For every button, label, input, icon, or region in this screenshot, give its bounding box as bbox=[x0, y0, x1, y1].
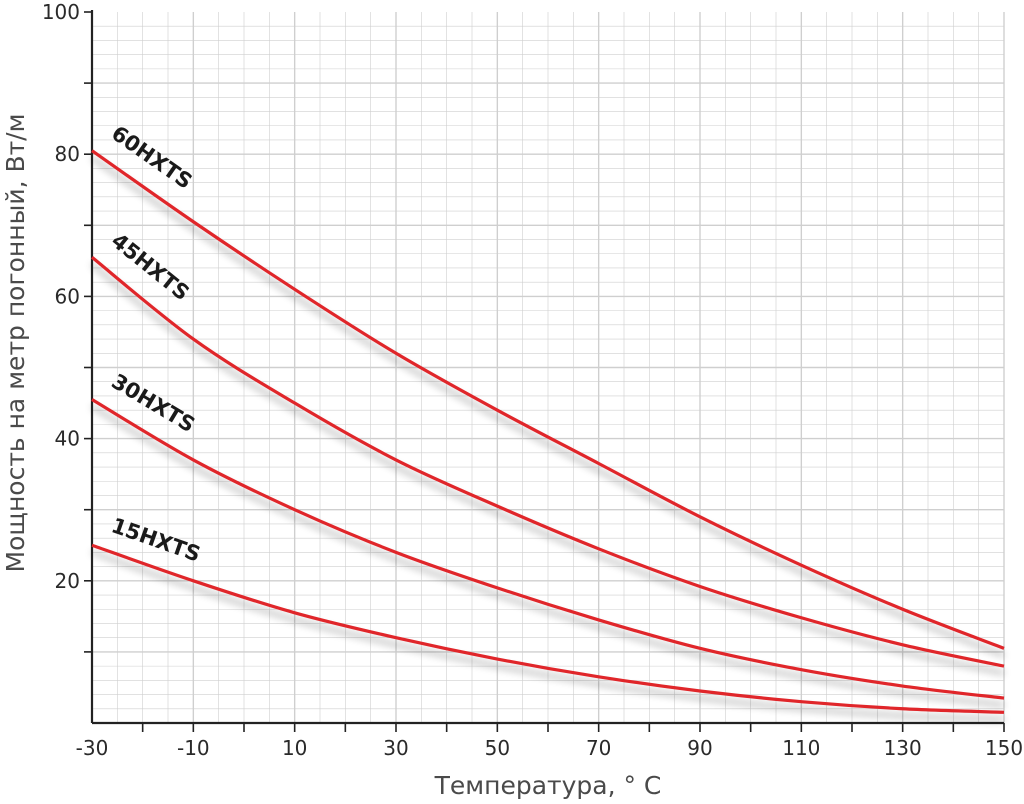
x-tick-label: -10 bbox=[177, 736, 210, 760]
x-tick-label: 150 bbox=[985, 736, 1023, 760]
series-line-30HXTS bbox=[91, 398, 1005, 700]
series-label-15HXTS: 15HXTS bbox=[108, 513, 203, 566]
y-tick-label: 40 bbox=[55, 427, 80, 451]
y-tick-label: 80 bbox=[55, 142, 80, 166]
x-tick-label: 110 bbox=[782, 736, 820, 760]
x-tick-label: -30 bbox=[76, 736, 109, 760]
tick-labels: -30 -10 10 30 50 70 90 110 130 150 20 40 60 80 100 bbox=[42, 0, 1023, 760]
axes bbox=[84, 10, 1005, 732]
x-tick-label: 130 bbox=[884, 736, 922, 760]
y-tick-label: 20 bbox=[55, 569, 80, 593]
y-tick-label: 100 bbox=[42, 0, 80, 24]
series-label-45HXTS: 45HXTS bbox=[107, 229, 194, 306]
x-tick-label: 10 bbox=[282, 736, 307, 760]
x-tick-label: 90 bbox=[687, 736, 712, 760]
grid bbox=[92, 12, 1005, 723]
x-tick-label: 70 bbox=[586, 736, 611, 760]
series-line-60HXTS bbox=[91, 149, 1005, 650]
series-line-15HXTS bbox=[91, 543, 1005, 714]
x-axis-title: Температура, ° С bbox=[434, 771, 662, 800]
y-tick-label: 60 bbox=[55, 284, 80, 308]
y-axis-title: Мощность на метр погонный, Вт/м bbox=[1, 114, 30, 573]
series-label-30HXTS: 30HXTS bbox=[107, 369, 199, 437]
x-tick-label: 30 bbox=[383, 736, 408, 760]
x-tick-label: 50 bbox=[485, 736, 510, 760]
series-line-45HXTS bbox=[90, 256, 1005, 668]
